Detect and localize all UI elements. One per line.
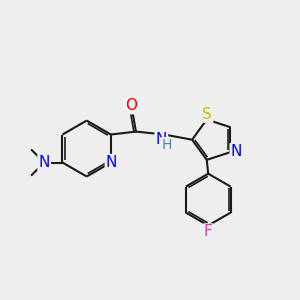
Text: S: S bbox=[202, 107, 212, 122]
Text: N: N bbox=[106, 155, 117, 170]
Text: F: F bbox=[204, 224, 213, 239]
Text: N: N bbox=[156, 132, 167, 147]
Text: N: N bbox=[38, 155, 50, 170]
Text: O: O bbox=[125, 98, 137, 113]
Text: N: N bbox=[231, 144, 242, 159]
Text: H: H bbox=[162, 138, 172, 152]
